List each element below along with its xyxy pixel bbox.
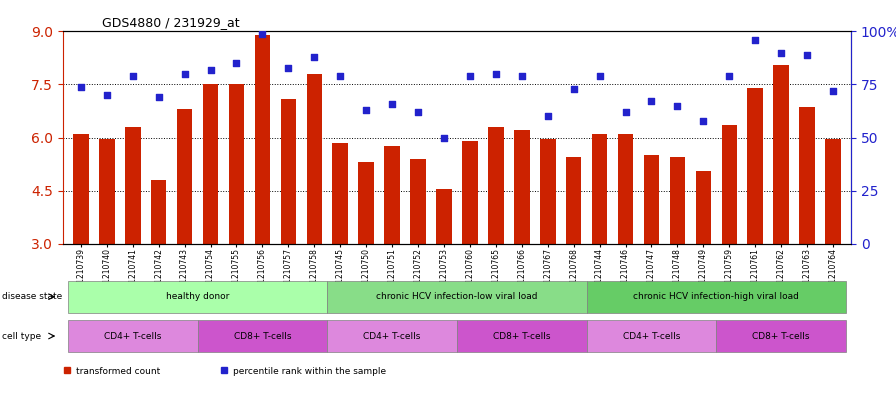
Point bbox=[826, 88, 840, 94]
Text: GDS4880 / 231929_at: GDS4880 / 231929_at bbox=[102, 16, 240, 29]
Bar bbox=[773, 65, 789, 244]
Bar bbox=[825, 139, 840, 244]
Point bbox=[255, 30, 270, 37]
Point bbox=[73, 83, 88, 90]
Bar bbox=[695, 171, 711, 244]
Text: CD8+ T-cells: CD8+ T-cells bbox=[753, 332, 810, 340]
Point bbox=[696, 118, 711, 124]
Point bbox=[514, 73, 529, 79]
Text: cell type: cell type bbox=[2, 332, 41, 340]
Bar bbox=[410, 159, 426, 244]
Point bbox=[644, 98, 659, 105]
Bar bbox=[280, 99, 297, 244]
Bar bbox=[332, 143, 348, 244]
Point bbox=[437, 134, 452, 141]
Bar bbox=[358, 162, 374, 244]
Point bbox=[774, 50, 788, 56]
FancyBboxPatch shape bbox=[327, 320, 457, 352]
Bar bbox=[799, 107, 814, 244]
FancyBboxPatch shape bbox=[457, 320, 587, 352]
Point bbox=[670, 103, 685, 109]
Point bbox=[592, 73, 607, 79]
Point bbox=[462, 73, 477, 79]
Text: CD4+ T-cells: CD4+ T-cells bbox=[364, 332, 421, 340]
Bar bbox=[73, 134, 89, 244]
Bar bbox=[151, 180, 167, 244]
Point bbox=[540, 113, 555, 119]
Point bbox=[411, 109, 426, 115]
Bar bbox=[643, 155, 659, 244]
Bar bbox=[462, 141, 478, 244]
Text: CD8+ T-cells: CD8+ T-cells bbox=[234, 332, 291, 340]
Point bbox=[281, 64, 296, 71]
Text: chronic HCV infection-high viral load: chronic HCV infection-high viral load bbox=[633, 292, 799, 301]
Point bbox=[307, 54, 322, 60]
Bar bbox=[384, 146, 400, 244]
Bar bbox=[125, 127, 141, 244]
Bar bbox=[747, 88, 763, 244]
Point bbox=[800, 51, 814, 58]
Bar bbox=[436, 189, 452, 244]
Text: healthy donor: healthy donor bbox=[166, 292, 229, 301]
FancyBboxPatch shape bbox=[587, 281, 846, 313]
Point bbox=[177, 71, 192, 77]
Bar bbox=[592, 134, 607, 244]
Text: CD4+ T-cells: CD4+ T-cells bbox=[623, 332, 680, 340]
Point bbox=[566, 86, 581, 92]
Point bbox=[488, 71, 503, 77]
Text: CD4+ T-cells: CD4+ T-cells bbox=[104, 332, 161, 340]
Bar bbox=[254, 35, 271, 244]
Bar bbox=[202, 84, 219, 244]
Point bbox=[618, 109, 633, 115]
Text: transformed count: transformed count bbox=[76, 367, 160, 376]
Bar bbox=[721, 125, 737, 244]
Bar bbox=[669, 157, 685, 244]
Bar bbox=[566, 157, 582, 244]
Point bbox=[333, 73, 348, 79]
FancyBboxPatch shape bbox=[68, 320, 198, 352]
Point bbox=[99, 92, 114, 98]
Point bbox=[229, 60, 244, 66]
Text: chronic HCV infection-low viral load: chronic HCV infection-low viral load bbox=[376, 292, 538, 301]
Text: CD8+ T-cells: CD8+ T-cells bbox=[493, 332, 550, 340]
FancyBboxPatch shape bbox=[68, 281, 327, 313]
Bar bbox=[177, 109, 193, 244]
Bar bbox=[228, 84, 245, 244]
FancyBboxPatch shape bbox=[198, 320, 327, 352]
Point bbox=[748, 37, 762, 43]
Bar bbox=[306, 74, 322, 244]
Text: disease state: disease state bbox=[2, 292, 62, 301]
FancyBboxPatch shape bbox=[327, 281, 587, 313]
Point bbox=[151, 94, 166, 100]
Bar bbox=[99, 139, 115, 244]
Point bbox=[125, 73, 140, 79]
FancyBboxPatch shape bbox=[587, 320, 716, 352]
Bar bbox=[514, 130, 530, 244]
FancyBboxPatch shape bbox=[716, 320, 846, 352]
Point bbox=[722, 73, 737, 79]
Point bbox=[385, 101, 400, 107]
Bar bbox=[540, 139, 556, 244]
Point bbox=[359, 107, 374, 113]
Bar bbox=[488, 127, 504, 244]
Bar bbox=[617, 134, 633, 244]
Point bbox=[203, 66, 218, 73]
Text: percentile rank within the sample: percentile rank within the sample bbox=[233, 367, 386, 376]
